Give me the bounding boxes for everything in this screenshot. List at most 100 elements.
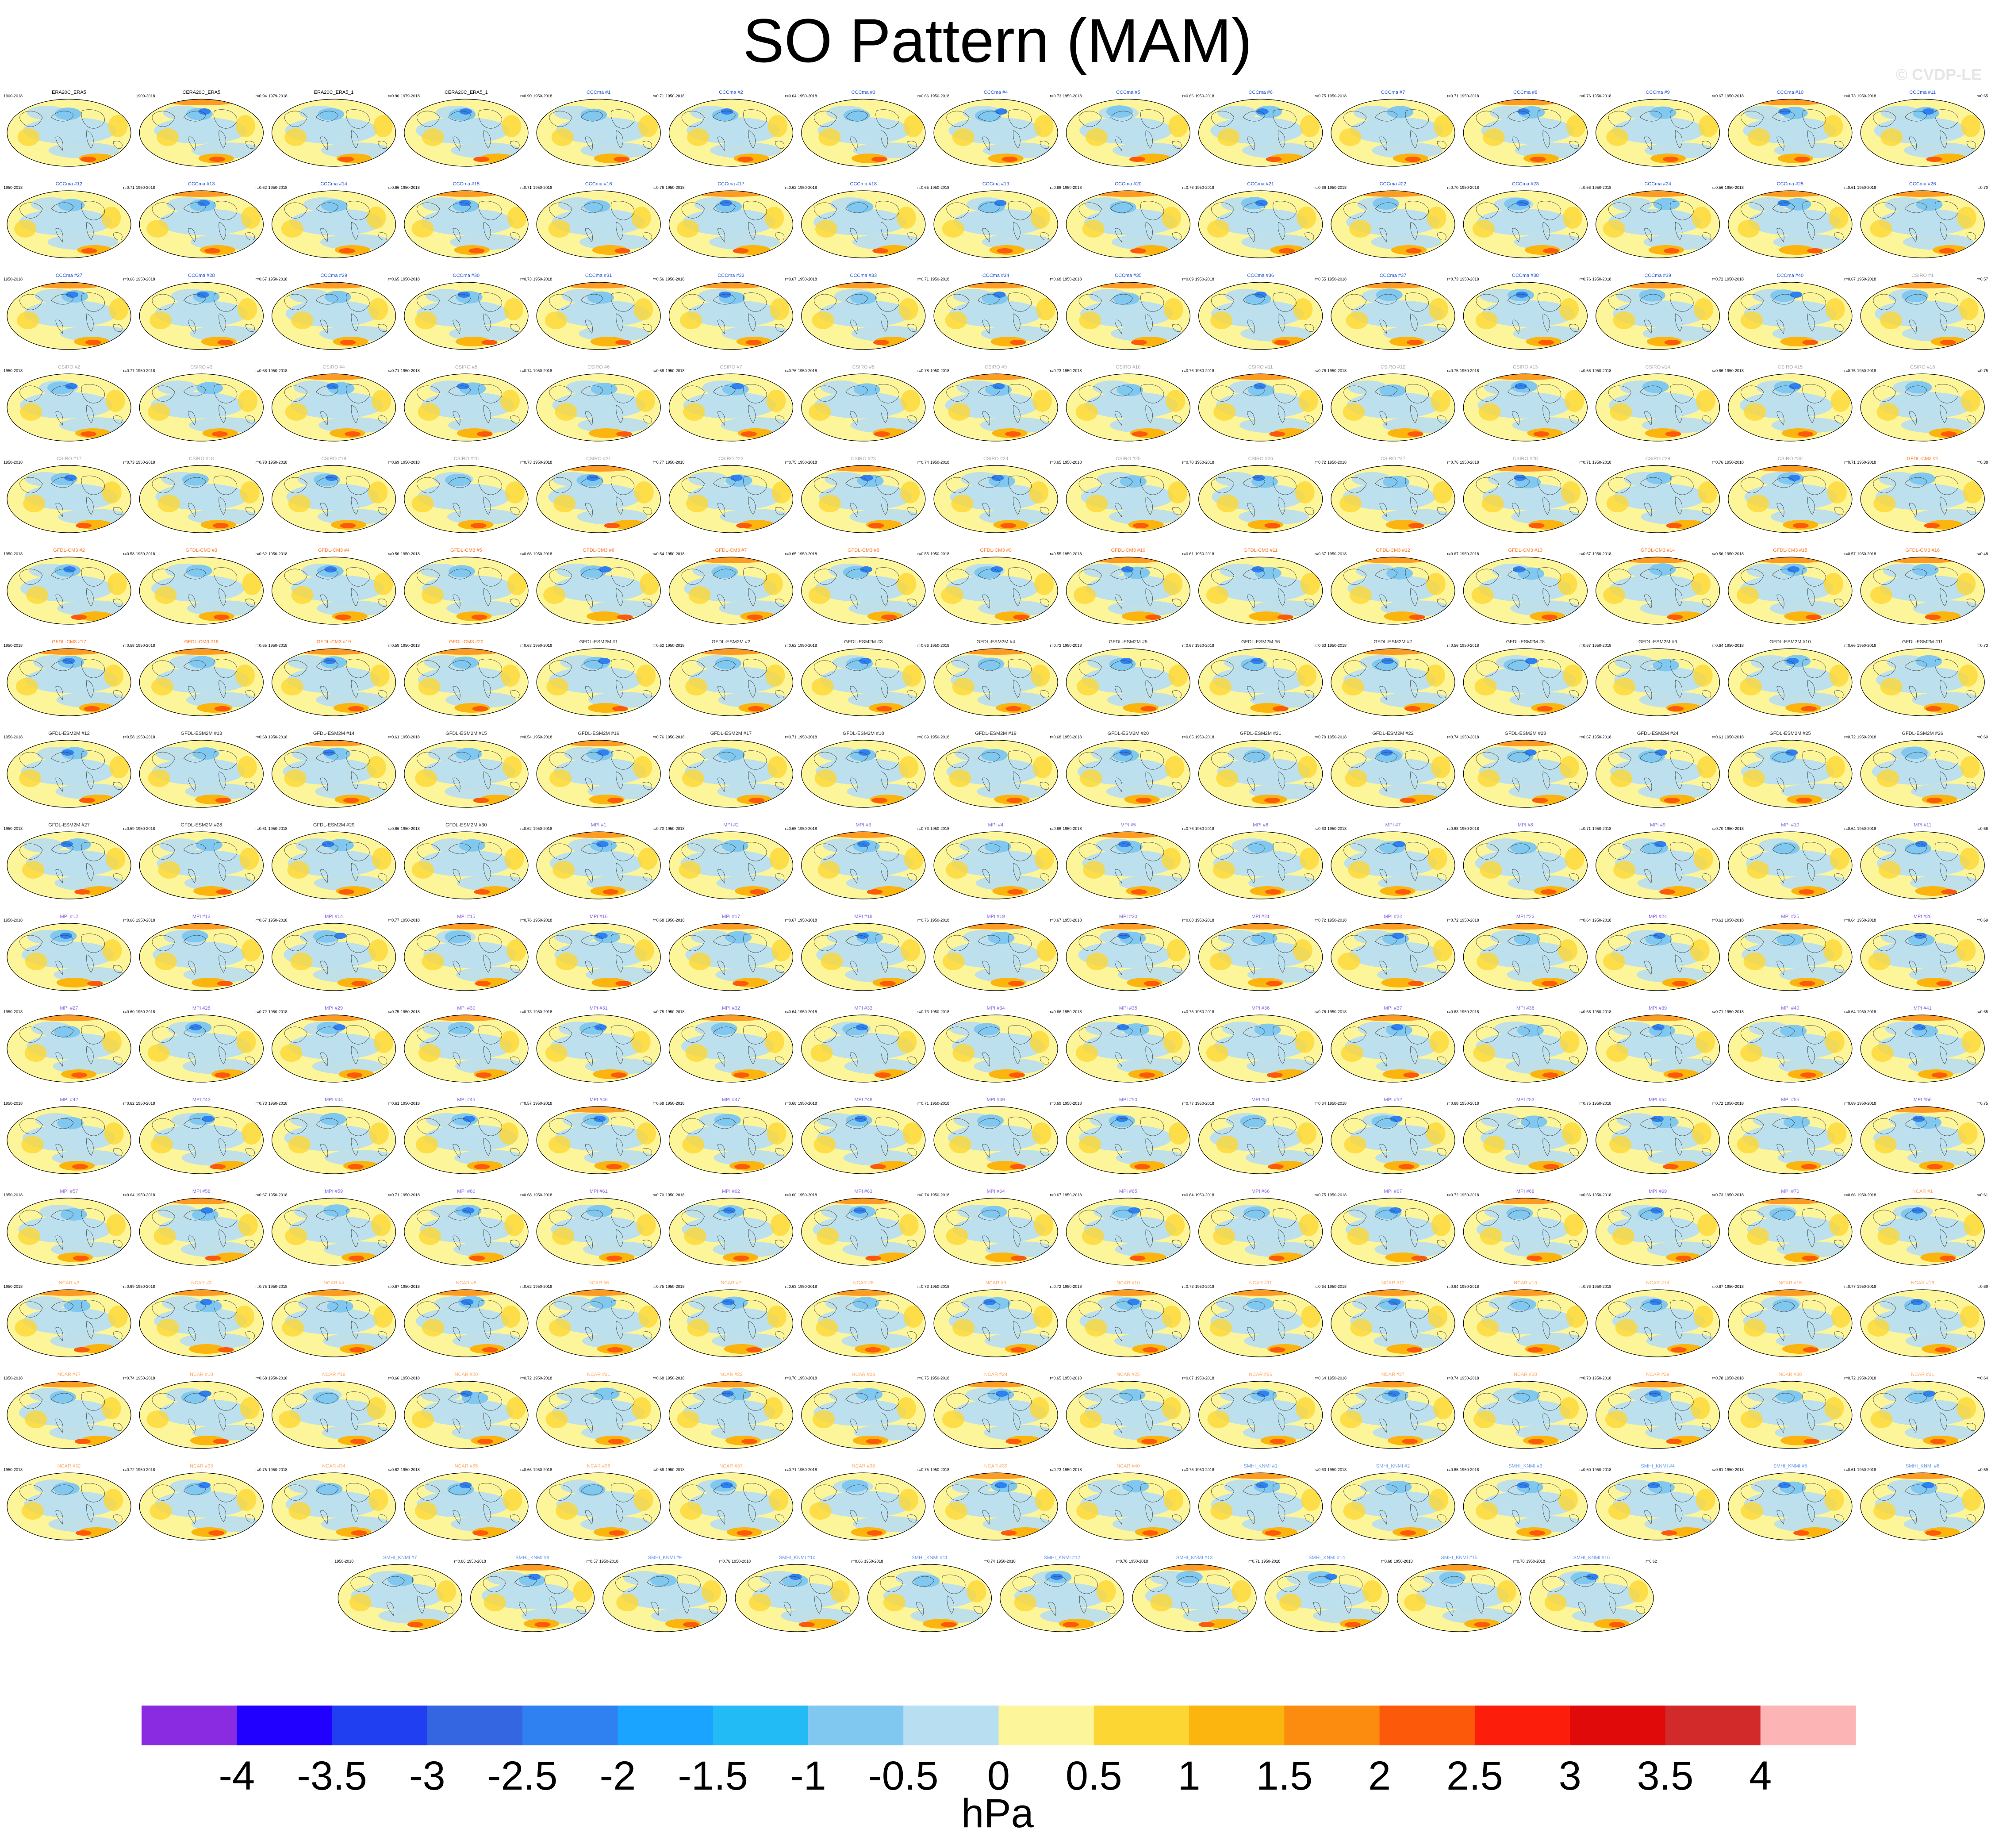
panel-title: MPI #2: [723, 822, 739, 828]
panel-title: CCCma #24: [1644, 181, 1671, 187]
map-panel: 1950-2018 CSIRO #30 r=0.71: [1725, 456, 1856, 533]
map-panel: 1950-2018 CCCma #4 r=0.73: [930, 90, 1061, 167]
panel-period: 1950-2018: [4, 1101, 23, 1106]
map-panel: 1950-2018 GFDL-CM3 #8 r=0.55: [798, 548, 929, 625]
map-panel: 1950-2018 GFDL-ESM2M #13 r=0.68: [136, 731, 267, 808]
panel-period: 1950-2018: [1725, 369, 1744, 373]
panel-title: GFDL-ESM2M #6: [1241, 639, 1280, 645]
panel-period: 1950-2018: [1195, 94, 1214, 98]
map-panel: 1950-2018 NCAR #1 r=0.61: [1857, 1189, 1988, 1266]
panel-period: 1950-2018: [1725, 918, 1744, 922]
map-panel: 1950-2018 CCCma #11 r=0.65: [1857, 90, 1988, 167]
panel-correlation: r=0.72: [1315, 918, 1326, 922]
panel-correlation: r=0.70: [652, 1193, 664, 1197]
panel-correlation: r=0.77: [388, 918, 399, 922]
panel-correlation: r=0.58: [123, 552, 134, 556]
panel-correlation: r=0.69: [917, 735, 929, 739]
map-panel: 1950-2018 NCAR #4 r=0.67: [269, 1280, 399, 1357]
panel-correlation: r=0.75: [1447, 369, 1458, 373]
panel-correlation: r=0.69: [123, 1284, 134, 1289]
map-panel: 1950-2018 NCAR #6 r=0.75: [533, 1280, 664, 1357]
panel-title: SMHI_KNMI #2: [1376, 1464, 1410, 1469]
map-panel: 1950-2018 SMHI_KNMI #11 r=0.74: [864, 1555, 995, 1632]
map-panel: 1950-2018 CSIRO #11 r=0.76: [1195, 365, 1326, 442]
panel-period: 1950-2018: [1195, 552, 1214, 556]
panel-period: 1950-2018: [1195, 1010, 1214, 1014]
panel-period: 1950-2018: [1063, 94, 1082, 98]
panel-correlation: r=0.71: [917, 277, 929, 281]
panel-period: 1950-2018: [1857, 277, 1876, 281]
map-panel: 1950-2018 MPI #24 r=0.61: [1592, 914, 1723, 991]
panel-title: GFDL-CM3 #13: [1508, 548, 1542, 553]
panel-period: 1950-2018: [1592, 1468, 1611, 1472]
panel-correlation: r=0.73: [917, 1284, 929, 1289]
map-panel: 1950-2018 MPI #70 r=0.66: [1725, 1189, 1856, 1266]
panel-period: 1950-2018: [930, 1101, 949, 1106]
colorbar-tick-label: 3.5: [1637, 1753, 1693, 1798]
map-panel: 1950-2018 MPI #35 r=0.75: [1063, 1006, 1193, 1083]
panel-correlation: r=0.68: [520, 1193, 532, 1197]
map-panel: 1950-2018 CSIRO #8 r=0.78: [798, 365, 929, 442]
map-panel: 1950-2018 NCAR #5 r=0.62: [401, 1280, 532, 1357]
panel-correlation: r=0.57: [1580, 552, 1591, 556]
map-panel: 1950-2018 CCCma #21 r=0.66: [1195, 181, 1326, 258]
panel-correlation: r=0.67: [1712, 1284, 1723, 1289]
panel-title: CSIRO #25: [1116, 456, 1140, 461]
map-panel: 1950-2018 CSIRO #3 r=0.68: [136, 365, 267, 442]
panel-correlation: r=0.78: [1315, 1010, 1326, 1014]
panel-period: 1950-2018: [1857, 826, 1876, 831]
panel-correlation: r=0.72: [123, 1468, 134, 1472]
panel-correlation: r=0.67: [256, 1193, 267, 1197]
panel-correlation: r=0.66: [1712, 369, 1723, 373]
panel-correlation: r=0.71: [652, 94, 664, 98]
panel-title: CCCma #18: [850, 181, 877, 187]
panel-title: GFDL-ESM2M #7: [1373, 639, 1412, 645]
panel-correlation: r=0.64: [1315, 1284, 1326, 1289]
panel-title: MPI #58: [192, 1189, 211, 1194]
map-panel: 1950-2018 CCCma #23 r=0.66: [1460, 181, 1591, 258]
panel-period: 1950-2018: [666, 826, 685, 831]
panel-period: 1950-2018: [1592, 277, 1611, 281]
panel-title: NCAR #11: [1249, 1280, 1272, 1286]
map-panel: 1950-2018 GFDL-ESM2M #15 r=0.54: [401, 731, 532, 808]
panel-period: 1950-2018: [1592, 1010, 1611, 1014]
panel-correlation: r=0.72: [1050, 643, 1061, 648]
map-panel: 1950-2018 GFDL-CM3 #9 r=0.55: [930, 548, 1061, 625]
panel-title: CSIRO #5: [455, 365, 477, 370]
panel-title: CSIRO #15: [1778, 365, 1803, 370]
panel-period: 1950-2018: [666, 94, 685, 98]
panel-title: NCAR #35: [455, 1464, 478, 1469]
colorbar-tick-label: -3.5: [297, 1753, 367, 1798]
map-panel: 1950-2018 CSIRO #1 r=0.57: [1857, 273, 1988, 350]
panel-correlation: r=0.66: [520, 1468, 532, 1472]
map-panel: 1950-2018 GFDL-CM3 #14 r=0.56: [1592, 548, 1723, 625]
panel-correlation: r=0.68: [1580, 1010, 1591, 1014]
panel-title: CCCma #33: [850, 273, 877, 278]
panel-title: CCCma #21: [1247, 181, 1274, 187]
panel-title: GFDL-ESM2M #21: [1240, 731, 1281, 736]
panel-period: 1950-2018: [1195, 918, 1214, 922]
panel-period: 1950-2018: [533, 277, 552, 281]
map-panel: 1950-2018 CCCma #40 r=0.67: [1725, 273, 1856, 350]
panel-period: 1950-2018: [4, 643, 23, 648]
panel-correlation: r=0.71: [1447, 94, 1458, 98]
panel-correlation: r=0.66: [1976, 826, 1988, 831]
map-panel: 1950-2018 MPI #54 r=0.72: [1592, 1097, 1723, 1174]
panel-title: GFDL-ESM2M #2: [712, 639, 750, 645]
panel-title: SMHI_KNMI #8: [515, 1555, 549, 1560]
panel-period: 1950-2018: [1327, 1193, 1347, 1197]
panel-correlation: r=0.67: [1315, 552, 1326, 556]
panel-title: GFDL-ESM2M #5: [1109, 639, 1147, 645]
panel-period: 1950-2018: [1063, 185, 1082, 190]
panel-correlation: r=0.73: [917, 826, 929, 831]
panel-correlation: r=0.77: [652, 460, 664, 465]
panel-period: 1950-2018: [1327, 1376, 1347, 1380]
panel-title: CCCma #37: [1380, 273, 1407, 278]
panel-period: 1950-2018: [467, 1559, 486, 1564]
map-panel: 1950-2018 CSIRO #19 r=0.69: [269, 456, 399, 533]
panel-period: 1950-2018: [1195, 735, 1214, 739]
map-panel: 1950-2018 GFDL-ESM2M #5 r=0.67: [1063, 639, 1193, 716]
panel-correlation: r=0.75: [256, 1284, 267, 1289]
map-panel: 1950-2018 MPI #28 r=0.72: [136, 1006, 267, 1083]
panel-period: 1950-2018: [533, 1010, 552, 1014]
